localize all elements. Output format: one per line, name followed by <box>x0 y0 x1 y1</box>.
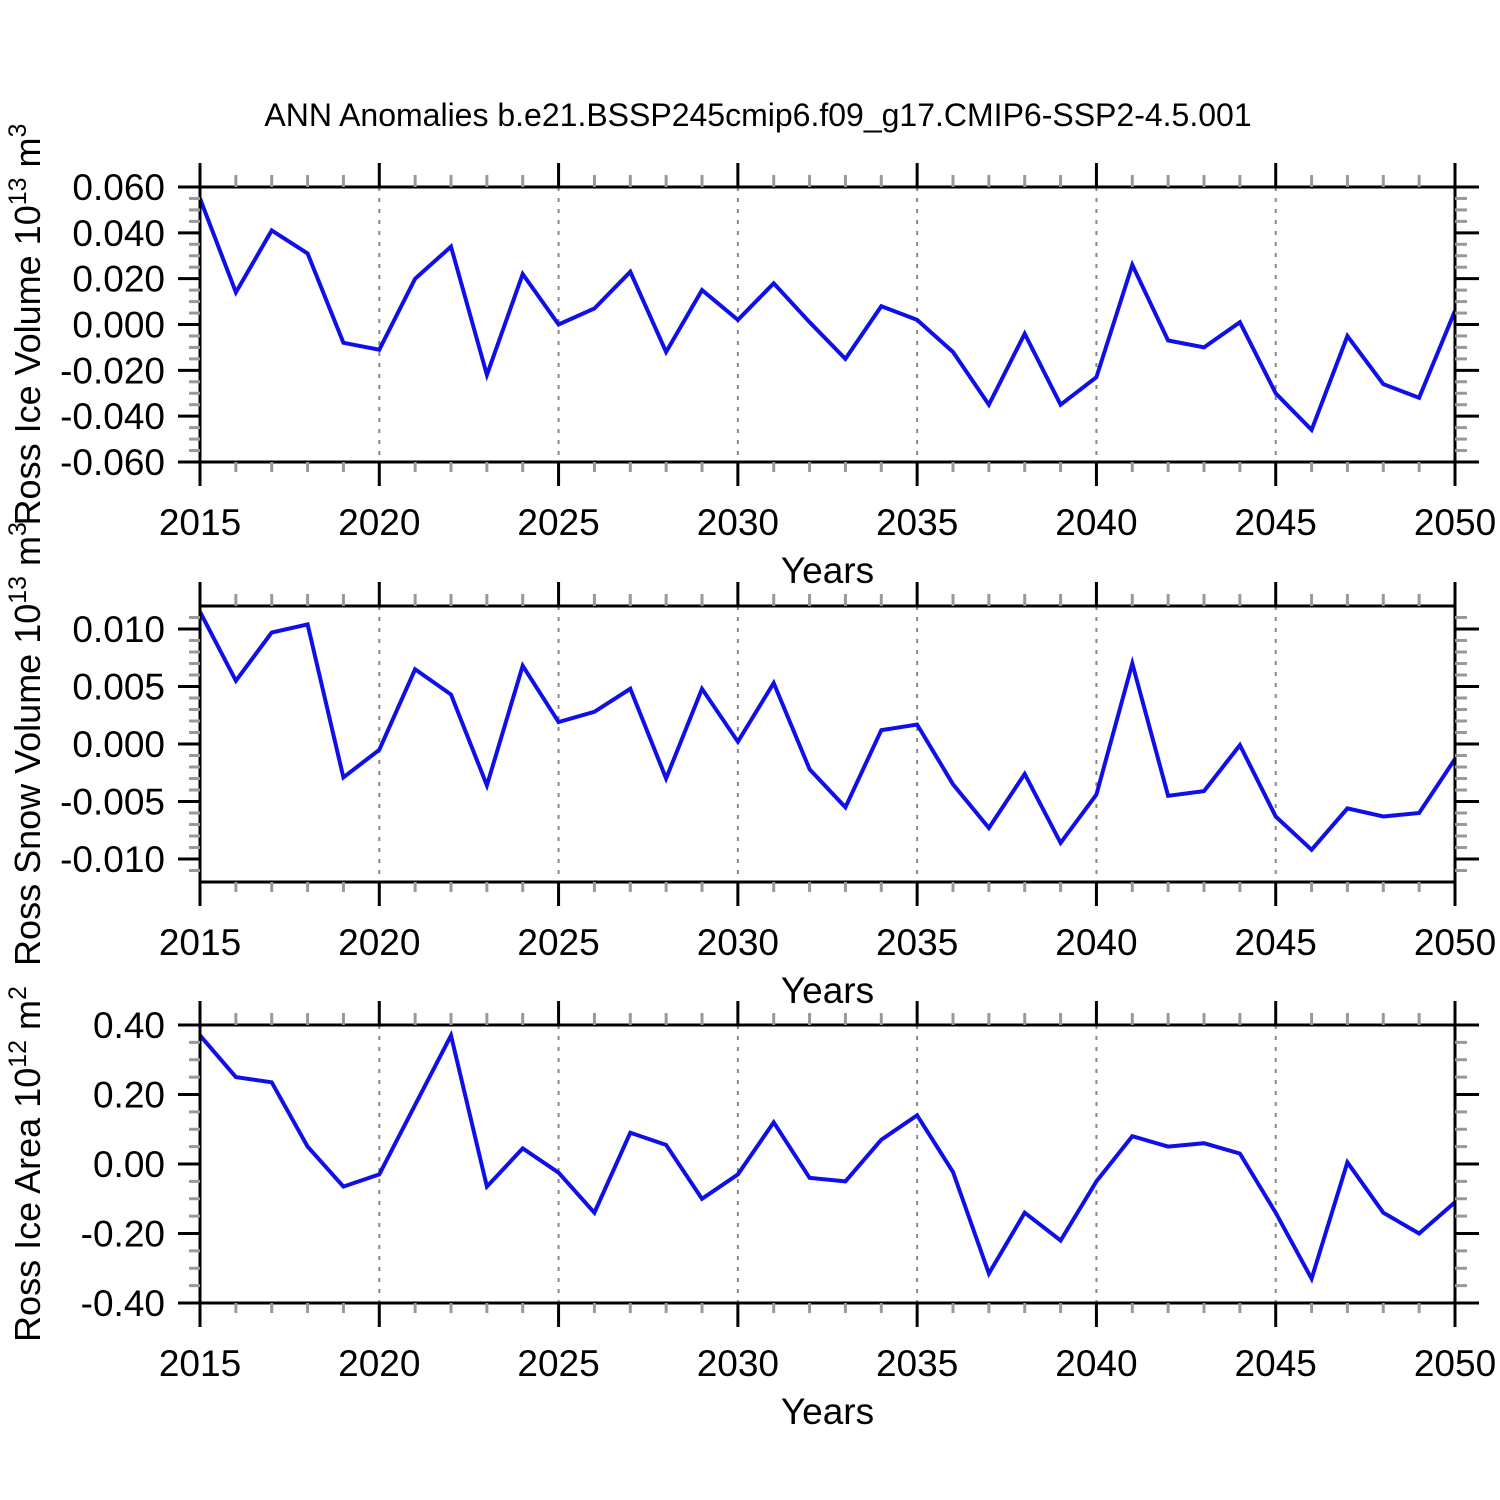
x-tick-label: 2015 <box>159 922 241 963</box>
y-axis-title-superscript: 12 <box>4 1040 32 1068</box>
y-tick-label: -0.040 <box>60 396 165 437</box>
y-axis-title-text: Ross Ice Volume 10 <box>7 205 48 525</box>
x-tick-label: 2030 <box>697 1343 779 1384</box>
y-tick-label: -0.060 <box>60 442 165 483</box>
x-tick-label: 2050 <box>1414 502 1496 543</box>
y-tick-label: 0.40 <box>93 1005 165 1046</box>
y-axis-title-superscript: 2 <box>4 986 32 1000</box>
x-tick-label: 2045 <box>1235 502 1317 543</box>
y-axis-title: Ross Ice Volume 1013 m3 <box>4 124 48 526</box>
y-tick-label: 0.010 <box>72 609 165 650</box>
plot-frame <box>198 185 1457 464</box>
x-axis-title: Years <box>781 1391 874 1432</box>
x-tick-label: 2035 <box>876 1343 958 1384</box>
x-tick-label: 2020 <box>338 1343 420 1384</box>
y-axis-title-text: m <box>7 536 48 576</box>
ross-ice-volume-line <box>198 197 1457 434</box>
panel-ross-ice-volume: 0.060 0.040 0.020 0.000-0.020 -0.040 -0.060 20… <box>4 124 1496 591</box>
y-axis-title-text: Ross Ice Area 10 <box>7 1068 48 1342</box>
y-tick-label: -0.20 <box>81 1214 165 1255</box>
x-tick-label: 2025 <box>517 922 599 963</box>
x-tick-label: 2030 <box>697 922 779 963</box>
y-tick-label: 0.20 <box>93 1075 165 1116</box>
y-tick-label: -0.020 <box>60 350 165 391</box>
x-tick-label: 2040 <box>1055 1343 1137 1384</box>
y-axis-title-text: m <box>7 1000 48 1040</box>
plot-frame <box>198 1023 1457 1305</box>
x-tick-label: 2040 <box>1055 502 1137 543</box>
y-tick-label: -0.005 <box>60 782 165 823</box>
y-axis-title-text: Ross Snow Volume 10 <box>7 604 48 966</box>
x-tick-label: 2040 <box>1055 922 1137 963</box>
y-tick-label: 0.000 <box>72 305 165 346</box>
plot-frame <box>198 604 1457 884</box>
panel-ross-snow-volume: 0.010 0.005 0.000 -0.005 -0.010 2015 2020 2025 2… <box>4 522 1496 1011</box>
y-axis-title-superscript: 3 <box>4 124 32 138</box>
ross-snow-volume-line <box>198 610 1457 853</box>
y-tick-label: 0.040 <box>72 213 165 254</box>
y-tick-label: -0.40 <box>81 1283 165 1324</box>
y-tick-label: 0.020 <box>72 259 165 300</box>
y-axis-title-superscript: 3 <box>4 522 32 536</box>
x-tick-label: 2045 <box>1235 1343 1317 1384</box>
x-axis-title: Years <box>781 970 874 1011</box>
y-axis-title-text: m <box>7 137 48 177</box>
y-axis-title-superscript: 13 <box>4 177 32 205</box>
figure-title: ANN Anomalies b.e21.BSSP245cmip6.f09_g17… <box>264 97 1252 133</box>
x-tick-label: 2050 <box>1414 922 1496 963</box>
y-axis-title: Ross Snow Volume 1013 m3 <box>4 522 48 966</box>
y-tick-label: 0.000 <box>72 724 165 765</box>
x-tick-label: 2025 <box>517 1343 599 1384</box>
x-tick-label: 2045 <box>1235 922 1317 963</box>
y-axis-title-superscript: 13 <box>4 576 32 604</box>
x-tick-label: 2015 <box>159 1343 241 1384</box>
x-tick-label: 2020 <box>338 502 420 543</box>
panel-ross-ice-area: 0.40 0.20 0.00 -0.20 -0.40 2015 2020 2025 2030 20… <box>4 986 1496 1432</box>
x-tick-label: 2035 <box>876 922 958 963</box>
x-tick-label: 2020 <box>338 922 420 963</box>
x-tick-label: 2035 <box>876 502 958 543</box>
x-tick-label: 2050 <box>1414 1343 1496 1384</box>
x-tick-label: 2025 <box>517 502 599 543</box>
x-tick-label: 2015 <box>159 502 241 543</box>
y-tick-label: -0.010 <box>60 839 165 880</box>
x-tick-label: 2030 <box>697 502 779 543</box>
y-tick-label: 0.060 <box>72 167 165 208</box>
x-axis-title: Years <box>781 550 874 591</box>
y-tick-label: 0.00 <box>93 1144 165 1185</box>
ross-ice-area-line <box>198 1029 1457 1284</box>
y-tick-label: 0.005 <box>72 667 165 708</box>
y-axis-title: Ross Ice Area 1012 m2 <box>4 986 48 1342</box>
